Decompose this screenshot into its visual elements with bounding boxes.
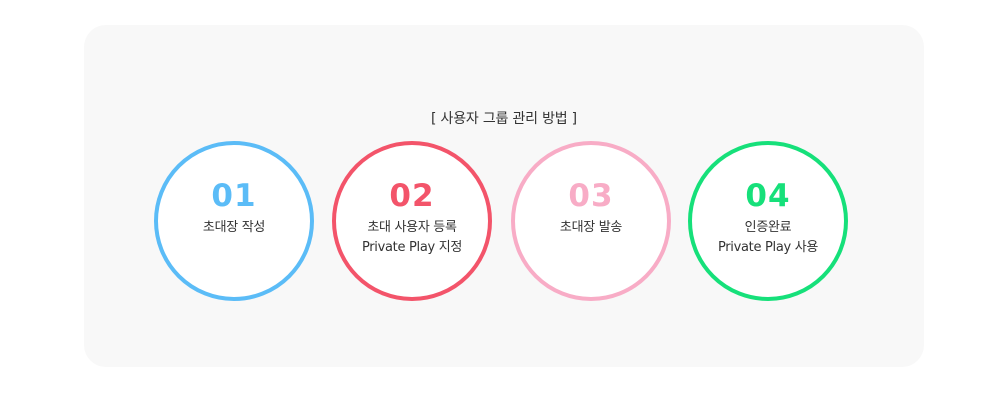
step-number: 01 — [211, 178, 257, 214]
step-label-line1: 초대장 발송 — [559, 220, 623, 235]
step-label-line1: 인증완료 — [744, 220, 792, 235]
step-number: 03 — [568, 178, 614, 214]
step-number: 02 — [389, 178, 435, 214]
step-04-circle: 04 인증완료 Private Play 사용 — [688, 141, 848, 301]
step-label-line2: Private Play 사용 — [717, 240, 819, 255]
steps-list: 01 초대장 작성 02 초대 사용자 등록 Private Play 지정 0… — [84, 25, 924, 367]
step-label-line1: 초대장 작성 — [202, 220, 266, 235]
step-label-line1: 초대 사용자 등록 — [367, 220, 457, 235]
process-panel: [ 사용자 그룹 관리 방법 ] 01 초대장 작성 02 초대 사용자 등록 … — [84, 25, 924, 367]
section-title: [ 사용자 그룹 관리 방법 ] — [431, 111, 577, 127]
step-02-circle: 02 초대 사용자 등록 Private Play 지정 — [332, 141, 492, 301]
step-01-circle: 01 초대장 작성 — [154, 141, 314, 301]
step-number: 04 — [745, 178, 791, 214]
step-label-line2: Private Play 지정 — [361, 240, 463, 255]
step-03-circle: 03 초대장 발송 — [511, 141, 671, 301]
